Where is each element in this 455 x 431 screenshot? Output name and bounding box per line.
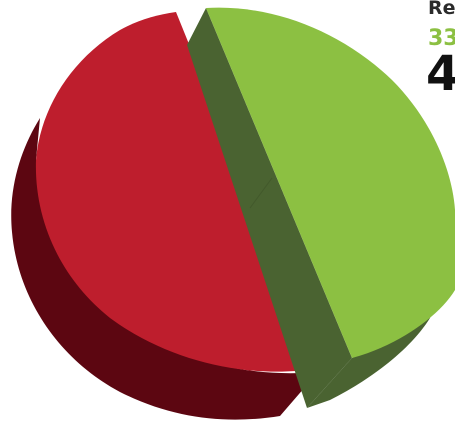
legend-big-number: 4: [426, 46, 455, 102]
slice-green-side: [307, 300, 438, 408]
slice-red-side: [11, 118, 319, 420]
legend-title-label: Re: [428, 0, 455, 19]
slice-red-top: [35, 12, 320, 372]
slice-green-cut-face: [187, 8, 352, 408]
slice-green-top: [206, 7, 455, 358]
slice-green-edge-line: [249, 177, 273, 209]
legend-value-label: 33: [428, 26, 455, 51]
